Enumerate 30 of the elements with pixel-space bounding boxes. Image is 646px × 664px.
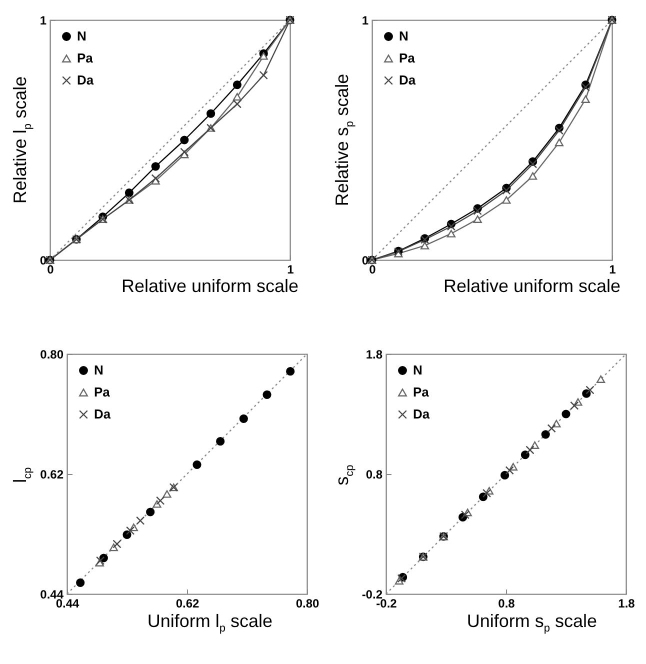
y-tick-label: 0.62	[40, 468, 64, 482]
legend-label: Pa	[77, 50, 94, 66]
legend-label: Da	[399, 72, 416, 88]
legend-label: N	[399, 28, 408, 44]
x-tick-label: 1	[287, 262, 294, 276]
x-tick-label: 0.80	[296, 596, 320, 610]
y-tick-label: 0	[40, 254, 47, 268]
legend-label: Pa	[399, 50, 416, 66]
x-tick-label: 0.8	[498, 596, 516, 610]
x-tick-label: 1	[609, 262, 616, 276]
legend-label: N	[413, 362, 422, 378]
legend-label: Da	[94, 406, 112, 422]
legend-label: Pa	[413, 384, 430, 400]
x-tick-label: 0.62	[176, 596, 200, 610]
legend-label: N	[94, 362, 104, 378]
y-tick-label: 0.8	[366, 468, 383, 482]
legend-label: Pa	[94, 384, 111, 400]
y-tick-label: 1	[362, 14, 369, 28]
y-tick-label: 0	[362, 254, 369, 268]
x-axis-title: Relative uniform scale	[120, 276, 300, 297]
y-tick-label: 1	[40, 14, 47, 28]
x-axis-title: Uniform s$_{p}$ scale	[466, 611, 598, 635]
x-axis-title: Uniform l$_{p}$ scale	[146, 611, 274, 635]
y-tick-label: 0.80	[40, 348, 64, 362]
legend-label: N	[77, 28, 86, 44]
legend-label: Da	[413, 406, 430, 422]
x-tick-label: 1.8	[618, 596, 636, 610]
y-tick-label: 1.8	[366, 348, 383, 362]
legend-label: Da	[77, 72, 94, 88]
x-axis-title: Relative uniform scale	[442, 276, 622, 297]
